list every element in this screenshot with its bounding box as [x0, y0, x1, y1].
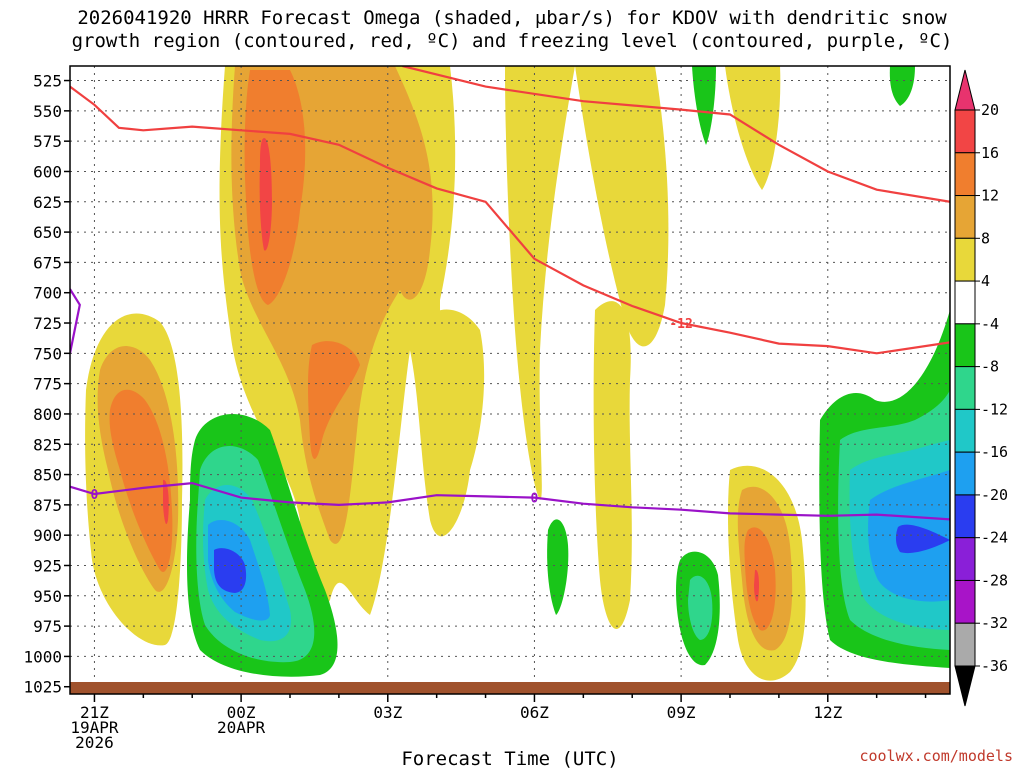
- y-tick-label: 900: [33, 526, 62, 545]
- y-tick-label: 1000: [23, 647, 62, 666]
- colorbar-arrow-bottom: [954, 665, 976, 707]
- chart-title-line-1: 2026041920 HRRR Forecast Omega (shaded, …: [77, 7, 947, 29]
- colorbar-box: [954, 152, 976, 197]
- y-tick-label: 975: [33, 617, 62, 636]
- contour-line: [70, 481, 950, 521]
- colorbar-label: -20: [981, 486, 1008, 504]
- y-tick-label: 625: [33, 193, 62, 212]
- contour-line: [70, 85, 950, 355]
- x-tick-label: 2026: [75, 733, 114, 752]
- colorbar-label: -4: [981, 315, 999, 333]
- colorbar-box: [954, 579, 976, 624]
- colorbar-box: [954, 109, 976, 154]
- colorbar-box: [954, 494, 976, 539]
- plot-area: -12 0 0: [70, 66, 950, 694]
- colorbar-box: [954, 408, 976, 453]
- terrain-band: [70, 682, 950, 694]
- omega-positive-16-20: [163, 138, 759, 602]
- y-tick-label: 950: [33, 587, 62, 606]
- colorbar-label: -8: [981, 358, 999, 376]
- colorbar-label: -36: [981, 657, 1008, 675]
- colorbar: 20 16 12 8 4 -4 -8 -12 -16 -20 -24 -28 -32 -36: [954, 69, 1008, 707]
- y-axis: 525 550 575 600 625 650 675 700 725 750 775 800 825 8…: [23, 72, 70, 697]
- contour-label: 0: [91, 488, 99, 503]
- x-tick-label: 21Z: [80, 703, 109, 722]
- x-tick-label: 12Z: [813, 703, 842, 722]
- plot-frame: [69, 65, 951, 695]
- y-tick-label: 875: [33, 496, 62, 515]
- y-tick-label: 700: [33, 284, 62, 303]
- colorbar-label: 4: [981, 272, 990, 290]
- colorbar-box: [954, 195, 976, 239]
- y-tick-label: 750: [33, 344, 62, 363]
- y-tick-label: 925: [33, 556, 62, 575]
- colorbar-label: 16: [981, 144, 999, 162]
- contour-label: 0: [531, 492, 539, 507]
- x-tick-label: 00Z: [227, 703, 256, 722]
- colorbar-arrow-top: [954, 69, 976, 111]
- omega-negative-small-cell-inner: [688, 575, 713, 640]
- x-axis-title: Forecast Time (UTC): [401, 748, 618, 768]
- colorbar-box: [954, 537, 976, 581]
- colorbar-label: -12: [981, 400, 1008, 418]
- y-tick-label: 550: [33, 102, 62, 121]
- x-tick-label: 06Z: [520, 703, 549, 722]
- y-tick-label: 600: [33, 162, 62, 181]
- colorbar-box: [954, 622, 976, 667]
- colorbar-label: -28: [981, 571, 1008, 589]
- colorbar-box: [954, 280, 976, 325]
- x-tick-label: 20APR: [217, 718, 266, 737]
- colorbar-label: 8: [981, 229, 990, 247]
- contour-line: [70, 288, 81, 354]
- y-tick-label: 825: [33, 435, 62, 454]
- y-tick-label: 575: [33, 132, 62, 151]
- y-tick-label: 775: [33, 375, 62, 394]
- colorbar-label: -16: [981, 443, 1008, 461]
- x-tick-label: 19APR: [70, 718, 119, 737]
- contour-line: [402, 66, 950, 203]
- x-tick-label: 03Z: [373, 703, 402, 722]
- colorbar-box: [954, 323, 976, 368]
- contour-label: -12: [669, 317, 692, 332]
- colorbar-label: -24: [981, 529, 1008, 547]
- y-tick-label: 525: [33, 72, 62, 91]
- omega-negative-east-cell: [819, 310, 950, 668]
- colorbar-box: [954, 366, 976, 410]
- y-tick-label: 675: [33, 253, 62, 272]
- colorbar-box: [954, 451, 976, 496]
- colorbar-label: 12: [981, 187, 999, 205]
- colorbar-label: 20: [981, 101, 999, 119]
- y-tick-label: 1025: [23, 678, 62, 697]
- y-tick-label: 850: [33, 466, 62, 485]
- colorbar-box: [954, 237, 976, 282]
- colorbar-label: -32: [981, 614, 1008, 632]
- omega-negative-west-cell: [187, 413, 338, 677]
- omega-positive-12-16: [109, 70, 776, 631]
- y-tick-label: 800: [33, 405, 62, 424]
- y-tick-label: 650: [33, 223, 62, 242]
- credit-text: coolwx.com/models: [859, 747, 1013, 765]
- chart-title-line-2: growth region (contoured, red, ºC) and f…: [72, 30, 953, 52]
- x-tick-label: 09Z: [667, 703, 696, 722]
- contour-lines: -12 0 0: [70, 66, 950, 521]
- y-tick-label: 725: [33, 314, 62, 333]
